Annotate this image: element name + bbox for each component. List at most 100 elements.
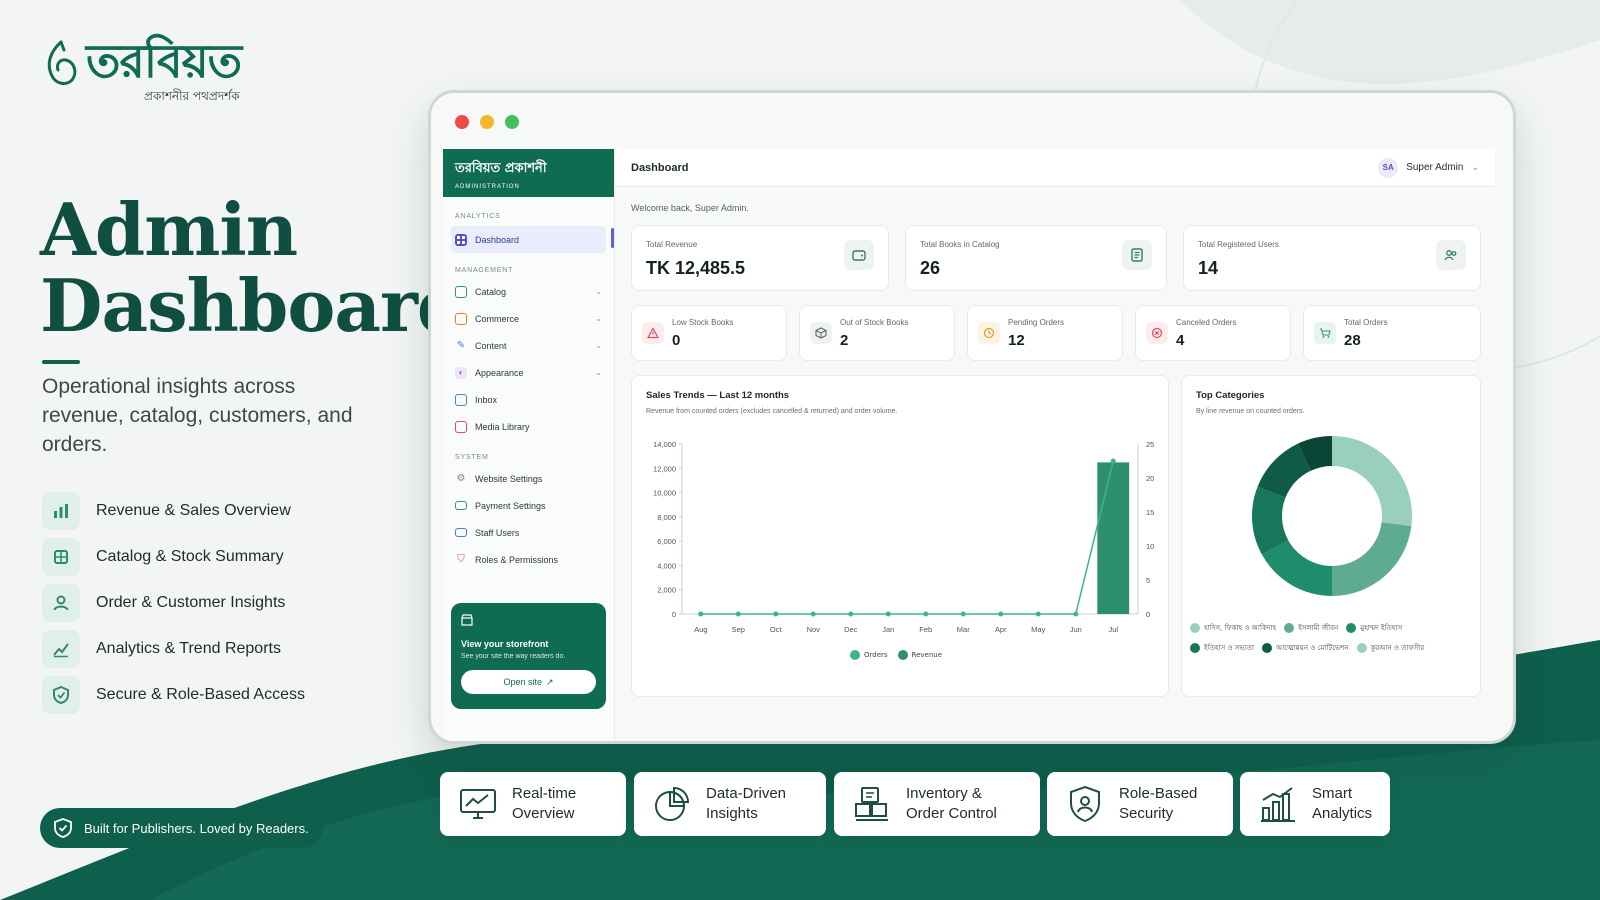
feature-card-role-based: Role-Based Security xyxy=(1047,772,1233,836)
legend-item-orders[interactable]: Orders xyxy=(850,650,888,660)
shield-icon: ⛉ xyxy=(457,554,465,565)
cart-icon xyxy=(1314,322,1336,344)
sales-legend: Orders Revenue xyxy=(850,650,942,660)
sales-trends-chart: 0 2,000 4,000 6,000 8,000 10,000 12,000 14,000 0… xyxy=(653,440,1154,634)
sidebar-item-dashboard[interactable]: Dashboard xyxy=(451,226,614,253)
legend-item[interactable]: ইতিহাস ও সভ্যতা xyxy=(1190,642,1254,654)
shield-icon xyxy=(42,676,80,714)
sidebar-item-label: Appearance xyxy=(475,367,524,378)
legend-item[interactable]: আত্মোন্নয়ন ও মোটিভেশন xyxy=(1261,642,1349,654)
stat-label: Out of Stock Books xyxy=(840,318,909,327)
app-window: তরবিয়ত প্রকাশনী ADMINISTRATION ANALYTIC… xyxy=(428,90,1516,744)
section-title-analytics: ANALYTICS xyxy=(455,213,501,220)
y2-tick-label: 0 xyxy=(1146,610,1150,619)
maximize-dot[interactable] xyxy=(505,115,519,129)
feature-item: Catalog & Stock Summary xyxy=(42,534,305,580)
users-icon xyxy=(1436,240,1466,270)
chevron-down-icon: ⌄ xyxy=(595,341,602,350)
sales-trends-panel: Sales Trends — Last 12 months Revenue fr… xyxy=(631,375,1169,697)
sidebar-item-label: Inbox xyxy=(475,394,498,405)
orders-point xyxy=(698,611,704,617)
y2-tick-label: 20 xyxy=(1146,474,1154,483)
sidebar-item-website-settings[interactable]: ⚙ Website Settings xyxy=(443,465,614,492)
feature-card-line1: Smart xyxy=(1312,785,1353,802)
donut-slice xyxy=(1297,436,1332,471)
y2-tick-label: 25 xyxy=(1146,440,1154,449)
sidebar-item-label: Commerce xyxy=(475,313,520,324)
chevron-down-icon: ⌄ xyxy=(1471,162,1479,172)
orders-point xyxy=(773,611,779,617)
sidebar-item-payment-settings[interactable]: Payment Settings xyxy=(443,492,614,519)
storefront-title: View your storefront xyxy=(461,639,549,649)
user-menu[interactable]: SA Super Admin ⌄ xyxy=(1378,157,1479,178)
x-circle-icon xyxy=(1146,322,1168,344)
legend-item[interactable]: কুরআন ও তাফসীর xyxy=(1356,642,1424,654)
x-tick-label: Aug xyxy=(694,625,707,634)
cart-icon xyxy=(455,312,467,325)
hero-subtitle: Operational insights across revenue, cat… xyxy=(42,375,353,456)
sidebar-item-inbox[interactable]: Inbox xyxy=(443,386,614,413)
x-tick-label: Oct xyxy=(770,625,783,634)
y-tick-label: 2,000 xyxy=(657,586,676,595)
sidebar-item-media-library[interactable]: Media Library xyxy=(443,413,614,440)
feature-card-inventory: Inventory & Order Control xyxy=(834,772,1040,836)
stat-value: 2 xyxy=(840,332,849,349)
book-icon xyxy=(455,285,467,298)
orders-point xyxy=(848,611,854,617)
tagline-text: Built for Publishers. Loved by Readers. xyxy=(84,820,309,836)
sidebar-item-appearance[interactable]: ◐ Appearance ⌄ xyxy=(443,359,614,386)
page-title: Dashboard xyxy=(631,161,689,174)
sidebar-brand-sub: ADMINISTRATION xyxy=(455,184,520,190)
shield-check-icon xyxy=(54,818,72,838)
minimize-dot[interactable] xyxy=(480,115,494,129)
sidebar-brand: তরবিয়ত প্রকাশনী ADMINISTRATION xyxy=(443,149,614,197)
grid-icon xyxy=(455,233,467,246)
x-tick-label: Apr xyxy=(995,625,1007,634)
chevron-down-icon: ⌄ xyxy=(595,314,602,323)
sidebar-item-staff-users[interactable]: Staff Users xyxy=(443,519,614,546)
kpi-label: Total Books in Catalog xyxy=(920,240,1000,249)
feature-card-realtime: Real-time Overview xyxy=(440,772,626,836)
stat-card-canceled: Canceled Orders 4 xyxy=(1135,305,1291,361)
clock-icon xyxy=(978,322,1000,344)
legend-item[interactable]: হাদিস, ফিকাহ ও আকিদাহ xyxy=(1190,622,1276,634)
stat-label: Low Stock Books xyxy=(672,318,734,327)
x-tick-label: Jan xyxy=(882,625,894,634)
wallet-icon xyxy=(844,240,874,270)
external-link-icon: ↗ xyxy=(545,676,554,687)
legend-item-revenue[interactable]: Revenue xyxy=(897,650,942,660)
feature-card-line2: Security xyxy=(1119,805,1174,822)
analytics-icon xyxy=(1261,787,1295,822)
y-tick-label: 0 xyxy=(672,610,676,619)
sidebar-item-label: Dashboard xyxy=(475,234,520,245)
stat-label: Canceled Orders xyxy=(1176,318,1237,327)
storefront-subtitle: See your site the way readers do. xyxy=(461,653,566,660)
x-tick-label: Mar xyxy=(957,625,970,634)
chevron-down-icon: ⌄ xyxy=(595,368,602,377)
feature-list: Revenue & Sales Overview Catalog & Stock… xyxy=(42,488,305,718)
kpi-label: Total Revenue xyxy=(646,240,698,249)
y2-tick-label: 5 xyxy=(1146,576,1150,585)
feature-card-data-driven: Data-Driven Insights xyxy=(634,772,826,836)
orders-point xyxy=(998,611,1004,617)
open-site-button[interactable]: Open site ↗ xyxy=(461,670,596,694)
shield-icon xyxy=(1070,785,1100,823)
monitor-icon xyxy=(460,789,496,819)
sidebar-item-commerce[interactable]: Commerce ⌄ xyxy=(443,305,614,332)
close-dot[interactable] xyxy=(455,115,469,129)
donut-slice xyxy=(1252,486,1289,555)
top-categories-panel: Top Categories By line revenue on counte… xyxy=(1181,375,1481,697)
sidebar-item-content[interactable]: ✎ Content ⌄ xyxy=(443,332,614,359)
legend-item[interactable]: মুহাম্মদ ইতিহাস xyxy=(1346,622,1402,634)
feature-item: Secure & Role-Based Access xyxy=(42,672,305,718)
sidebar-item-roles-permissions[interactable]: ⛉ Roles & Permissions xyxy=(443,546,614,573)
feature-card-line1: Role-Based xyxy=(1119,785,1198,802)
feature-card-smart-analytics: Smart Analytics xyxy=(1240,772,1390,836)
donut-slice xyxy=(1261,540,1332,596)
legend-item[interactable]: ইসলামী জীবন xyxy=(1284,622,1338,634)
sidebar-item-catalog[interactable]: Catalog ⌄ xyxy=(443,278,614,305)
orders-point xyxy=(810,611,816,617)
y2-tick-label: 10 xyxy=(1146,542,1154,551)
categories-legend-row2: ইতিহাস ও সভ্যতা আত্মোন্নয়ন ও মোটিভেশন ক… xyxy=(1190,642,1424,654)
card-icon xyxy=(455,501,467,510)
